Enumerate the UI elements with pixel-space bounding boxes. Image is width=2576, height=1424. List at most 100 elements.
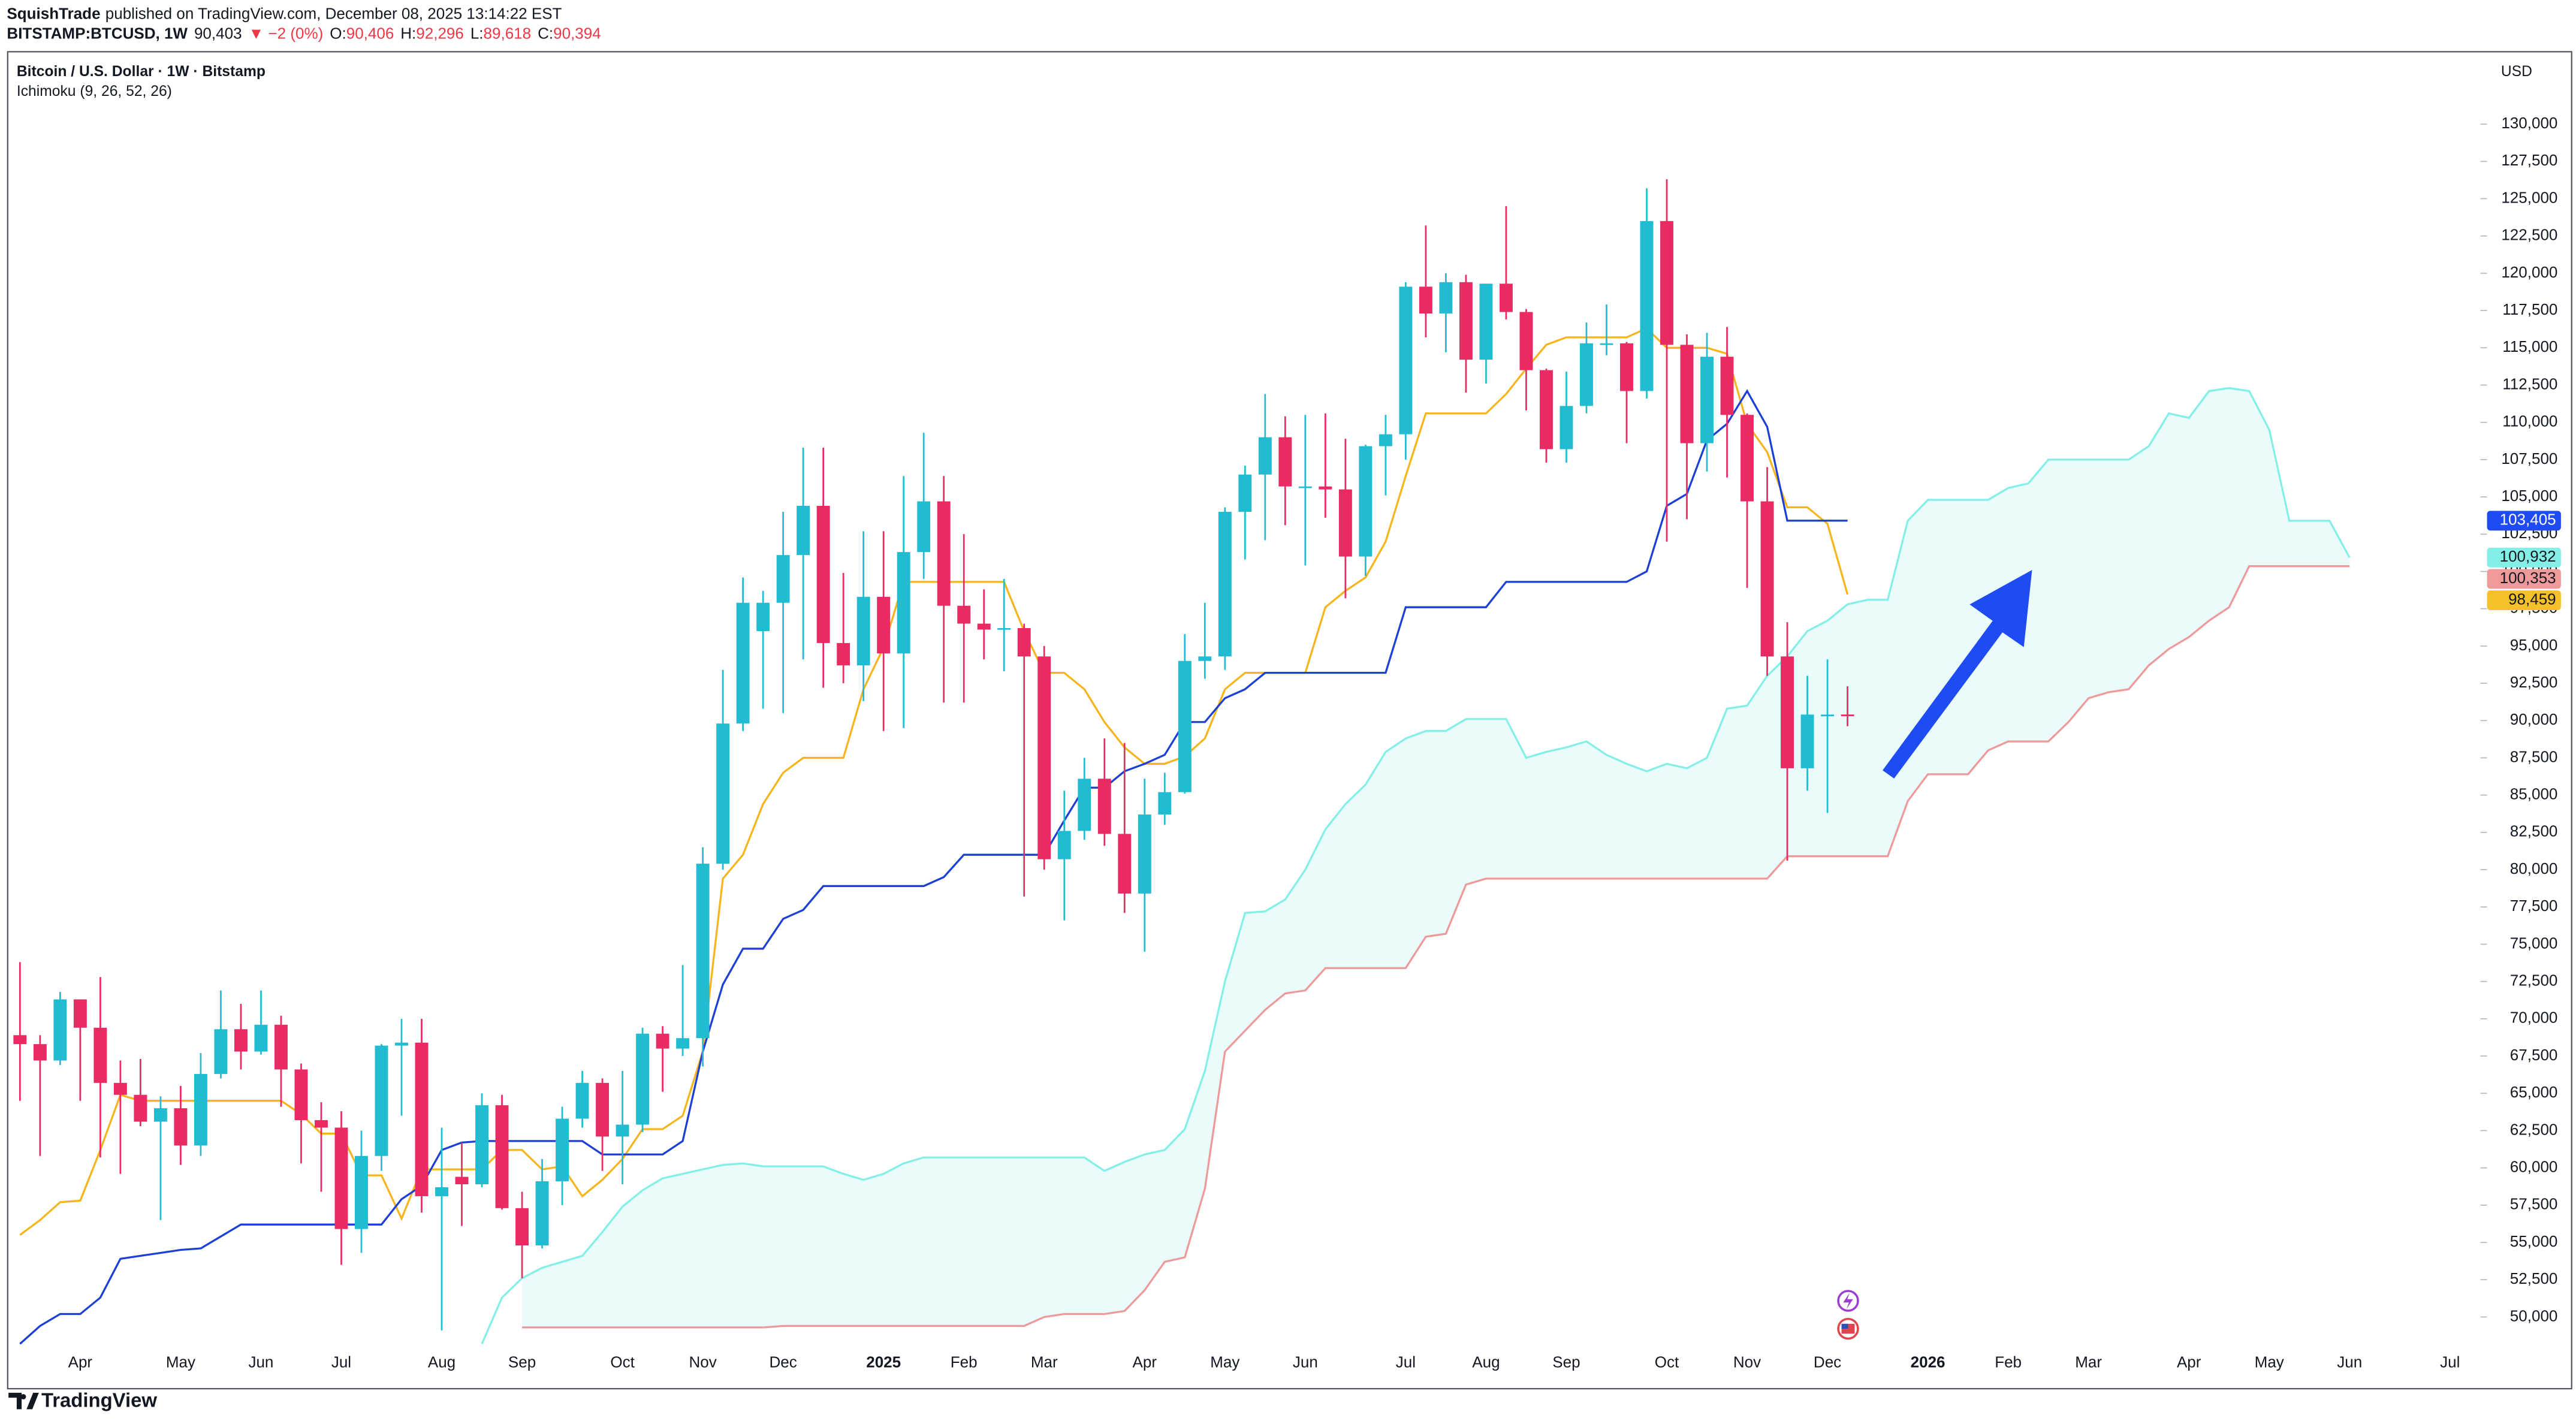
ohlc-value: 89,618 <box>484 24 532 42</box>
y-tick-label: 117,500 <box>2502 300 2557 318</box>
candle-body <box>134 1094 147 1122</box>
x-tick-label: Aug <box>428 1353 456 1371</box>
y-tick-label: 120,000 <box>2501 263 2557 281</box>
indicator-line <box>481 387 2351 1344</box>
candle-body <box>1539 370 1553 449</box>
candle-body <box>917 501 931 553</box>
candle-body <box>1258 437 1272 475</box>
candle-body <box>716 723 730 864</box>
candle-body <box>535 1181 549 1246</box>
candle-body <box>1419 286 1432 314</box>
candle-body <box>797 506 810 556</box>
y-tick-label: 57,500 <box>2510 1195 2558 1213</box>
candle-body <box>1097 779 1111 834</box>
candle-body <box>113 1082 127 1095</box>
brand-logo <box>8 1392 39 1410</box>
x-tick-label: Sep <box>1552 1353 1580 1371</box>
candle-body <box>214 1029 228 1074</box>
candle-body <box>455 1176 469 1185</box>
candle-body <box>736 602 750 724</box>
candle-body <box>1298 486 1312 488</box>
candle-body <box>1359 446 1373 557</box>
x-tick-label: Mar <box>1031 1353 1058 1371</box>
y-tick-label: 55,000 <box>2510 1232 2558 1250</box>
author: SquishTrade <box>7 5 100 23</box>
candle-body <box>676 1038 690 1049</box>
candle-body <box>1138 814 1151 894</box>
published: published on TradingView.com, December 0… <box>105 5 562 23</box>
y-tick-label: 130,000 <box>2501 114 2557 132</box>
candle-body <box>616 1124 629 1137</box>
candle-body <box>234 1029 248 1052</box>
candle-body <box>1178 660 1192 792</box>
y-axis-label: USD <box>2501 64 2532 80</box>
candle-body <box>435 1187 448 1196</box>
candle-body <box>1720 357 1734 415</box>
y-tick-label: 82,500 <box>2510 822 2558 840</box>
candle-body <box>73 999 87 1028</box>
price-label-box <box>2487 569 2561 589</box>
brand-name: TradingView <box>41 1389 157 1411</box>
candle-body <box>33 1044 47 1061</box>
candle-body <box>756 602 770 632</box>
y-tick-label: 90,000 <box>2510 710 2558 728</box>
price-label: 98,459 <box>2508 590 2556 608</box>
candle-body <box>475 1105 488 1185</box>
x-tick-label: Dec <box>1814 1353 1841 1371</box>
candle-body <box>1479 283 1493 360</box>
ohlc-key: L: <box>470 24 484 42</box>
candle-body <box>656 1033 669 1049</box>
header-line-1: SquishTrade published on TradingView.com,… <box>7 5 562 23</box>
candle-body <box>294 1069 308 1121</box>
candle-body <box>174 1108 188 1146</box>
candle-body <box>1640 221 1654 391</box>
candle-body <box>1037 656 1051 859</box>
event-icon-bolt <box>1843 1292 1853 1310</box>
ohlc-key: H: <box>400 24 416 42</box>
y-tick-label: 80,000 <box>2510 859 2558 877</box>
candle-body <box>254 1024 268 1052</box>
price-label-box <box>2487 511 2561 531</box>
x-tick-label: Jul <box>2440 1353 2460 1371</box>
candle-body <box>1580 343 1593 406</box>
y-tick-label: 50,000 <box>2510 1307 2558 1325</box>
candle-body <box>1118 834 1132 894</box>
candle-body <box>1078 779 1091 831</box>
y-tick-label: 77,500 <box>2510 897 2558 915</box>
candle-body <box>1338 489 1352 557</box>
x-tick-label: Nov <box>689 1353 716 1371</box>
candle-body <box>556 1118 569 1182</box>
price-label: 100,932 <box>2500 547 2556 565</box>
candle-body <box>1459 282 1473 360</box>
x-tick-label: Jul <box>331 1353 351 1371</box>
candle-body <box>1158 792 1172 815</box>
x-tick-label: Feb <box>1995 1353 2022 1371</box>
y-tick-label: 52,500 <box>2510 1269 2558 1287</box>
candle-body <box>415 1042 429 1196</box>
candle-body <box>93 1027 107 1083</box>
x-tick-label: Feb <box>951 1353 978 1371</box>
indicator-line <box>19 327 1849 1236</box>
candle-body <box>1680 345 1694 444</box>
candle-body <box>636 1033 650 1125</box>
chart-subtitle: Ichimoku (9, 26, 52, 26) <box>17 83 172 99</box>
candle-body <box>1057 831 1071 859</box>
symbol: BITSTAMP:BTCUSD, 1W <box>7 24 188 42</box>
candle-body <box>375 1045 388 1156</box>
last-price: 90,403 <box>194 24 242 42</box>
trend-arrow <box>1883 569 2032 779</box>
candle-body <box>696 864 710 1039</box>
candle-body <box>1218 511 1232 657</box>
x-tick-label: Oct <box>1655 1353 1679 1371</box>
candle-body <box>596 1082 610 1137</box>
y-tick-label: 107,500 <box>2501 449 2557 467</box>
ohlc-key: C: <box>538 24 553 42</box>
y-tick-label: 127,500 <box>2501 151 2557 169</box>
x-tick-label: Apr <box>2177 1353 2201 1371</box>
x-tick-label: Apr <box>68 1353 93 1371</box>
x-tick-label: Jun <box>248 1353 273 1371</box>
chart-frame <box>7 51 2572 1390</box>
y-tick-label: 75,000 <box>2510 934 2558 952</box>
candle-body <box>334 1127 348 1229</box>
